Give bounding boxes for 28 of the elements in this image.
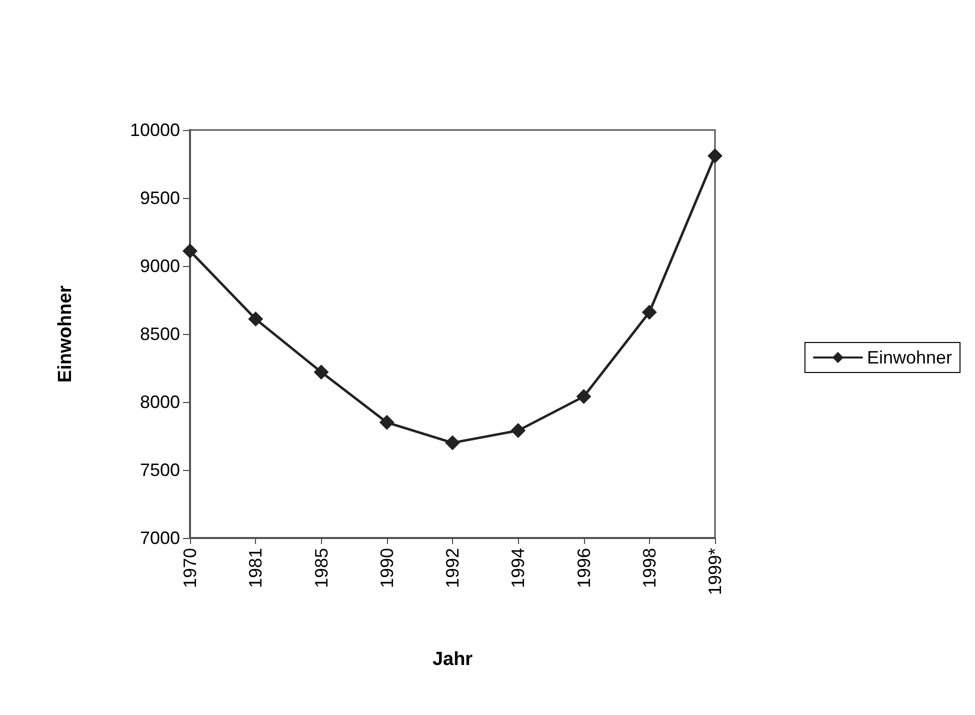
point [248,312,264,327]
y-tick-label: 7000 [140,528,180,548]
x-tick-label: 1999* [705,548,725,596]
y-axis-title: Einwohner [55,284,76,383]
point [708,148,722,164]
y-tick-label: 9000 [140,256,180,276]
x-tick-label: 1981 [246,548,266,588]
x-tick-label: 1985 [311,548,332,588]
point [445,435,460,450]
point [576,389,592,404]
legend-label: Einwohner [866,348,952,368]
point [314,364,329,380]
x-tick-label: 1992 [442,548,462,588]
x-tick-label: 1990 [376,548,397,588]
x-tick-label: 1996 [574,548,594,588]
y-tick-label: 8000 [140,392,180,412]
x-axis-title: Jahr [432,649,474,670]
point [642,304,657,320]
point [379,414,394,430]
y-tick-label: 9500 [140,188,180,208]
y-tick-label: 10000 [130,120,180,140]
point [182,244,198,259]
point [510,423,526,438]
x-tick-label: 1970 [180,548,200,588]
y-tick-label: 7500 [140,460,180,480]
x-tick-label: 1998 [639,548,660,588]
y-tick-label: 8500 [140,324,180,344]
x-tick-label: 1994 [508,548,528,588]
